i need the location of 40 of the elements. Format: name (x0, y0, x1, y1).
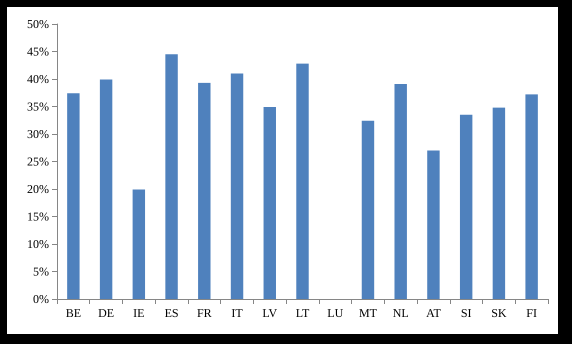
bar (100, 80, 112, 299)
x-tick-label: MT (358, 306, 378, 320)
x-tick-label: ES (164, 306, 179, 320)
x-tick-label: AT (426, 306, 442, 320)
x-tick-label: DE (98, 306, 114, 320)
x-tick-label: SI (460, 306, 472, 320)
y-tick-label: 40% (27, 72, 49, 86)
y-tick-label: 15% (27, 210, 49, 224)
x-tick-label: IE (133, 306, 144, 320)
bar (427, 150, 440, 299)
bar (394, 84, 407, 299)
bar (165, 54, 178, 299)
x-tick-label: SK (491, 306, 507, 320)
y-tick-label: 5% (33, 264, 49, 278)
x-tick-label: BE (66, 306, 82, 320)
bar (460, 114, 472, 299)
x-tick-label: LV (262, 306, 278, 320)
bar (525, 94, 538, 299)
y-tick-label: 20% (27, 182, 49, 196)
bar (296, 64, 309, 299)
y-tick-label: 10% (27, 237, 49, 251)
y-tick-label: 50% (27, 17, 49, 31)
bar (132, 190, 146, 299)
x-tick-label: LU (327, 306, 344, 320)
bar (198, 82, 211, 299)
x-tick-label: FR (196, 306, 212, 320)
x-tick-label: IT (231, 306, 244, 320)
bar (67, 93, 80, 299)
bar (264, 107, 276, 299)
y-tick-label: 0% (33, 292, 49, 306)
bar (492, 108, 506, 299)
x-tick-label: FI (526, 306, 537, 320)
bar (362, 120, 374, 299)
y-tick-label: 30% (27, 127, 49, 141)
y-tick-label: 35% (27, 100, 49, 114)
y-tick-label: 45% (27, 44, 49, 58)
bar (230, 74, 244, 299)
y-tick-label: 25% (27, 154, 49, 168)
x-tick-label: LT (296, 306, 310, 320)
x-tick-label: NL (392, 306, 409, 320)
